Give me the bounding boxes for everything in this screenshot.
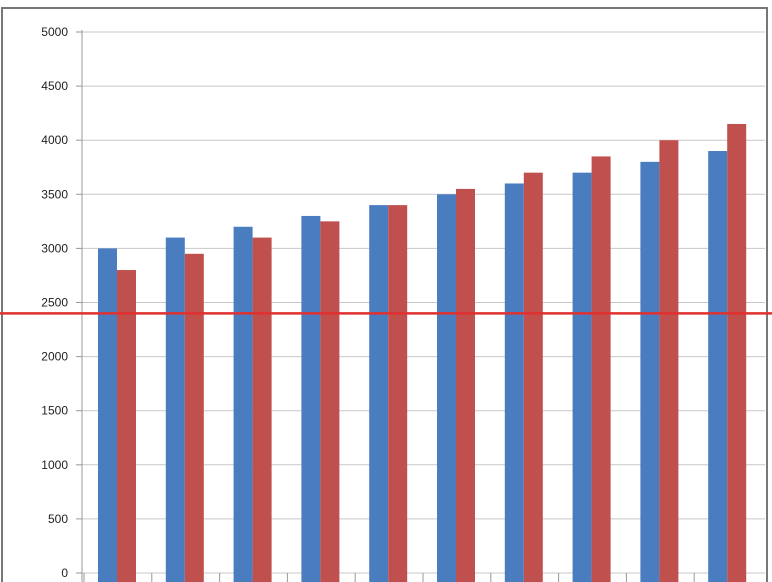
y-axis-ticks: 0 500 1000 1500 2000 2500 3000 3500 4000 4500 5000 [41, 25, 695, 582]
bar-series-2-group-7 [523, 172, 543, 582]
bar-series-2-group-9 [659, 140, 679, 582]
bar-series-2-group-5 [388, 205, 408, 582]
bar-series-1-group-3 [233, 226, 253, 582]
bar-series-2-group-6 [456, 188, 475, 582]
bar-series-1-group-6 [437, 194, 456, 582]
y-tick-label: 4000 [41, 133, 68, 147]
y-tick-label: 2000 [41, 350, 68, 364]
y-tick-label: 5000 [41, 25, 68, 39]
bar-series-1-group-8 [572, 172, 592, 582]
y-tick-label: 1500 [41, 404, 68, 418]
bars [98, 123, 747, 582]
y-tick-label: 3500 [41, 187, 68, 201]
y-tick-label: 0 [61, 566, 68, 580]
bar-series-2-group-1 [117, 270, 136, 582]
bar-series-1-group-7 [504, 183, 524, 582]
bar-series-2-group-4 [320, 221, 340, 582]
y-tick-label: 4500 [41, 79, 68, 93]
bar-series-2-group-2 [184, 253, 204, 582]
bar-series-2-group-10 [727, 123, 747, 582]
bar-series-1-group-5 [369, 205, 389, 582]
bar-series-2-group-3 [252, 237, 272, 582]
bar-series-1-group-1 [98, 248, 117, 582]
bar-series-1-group-9 [640, 161, 660, 582]
y-tick-label: 500 [48, 512, 68, 526]
bar-series-1-group-4 [301, 215, 321, 582]
y-tick-label: 3000 [41, 241, 68, 255]
y-tick-label: 2500 [41, 296, 68, 310]
bar-series-1-group-2 [165, 237, 185, 582]
bar-series-2-group-8 [591, 156, 611, 582]
y-tick-label: 1000 [41, 458, 68, 472]
bar-series-1-group-10 [708, 151, 728, 582]
